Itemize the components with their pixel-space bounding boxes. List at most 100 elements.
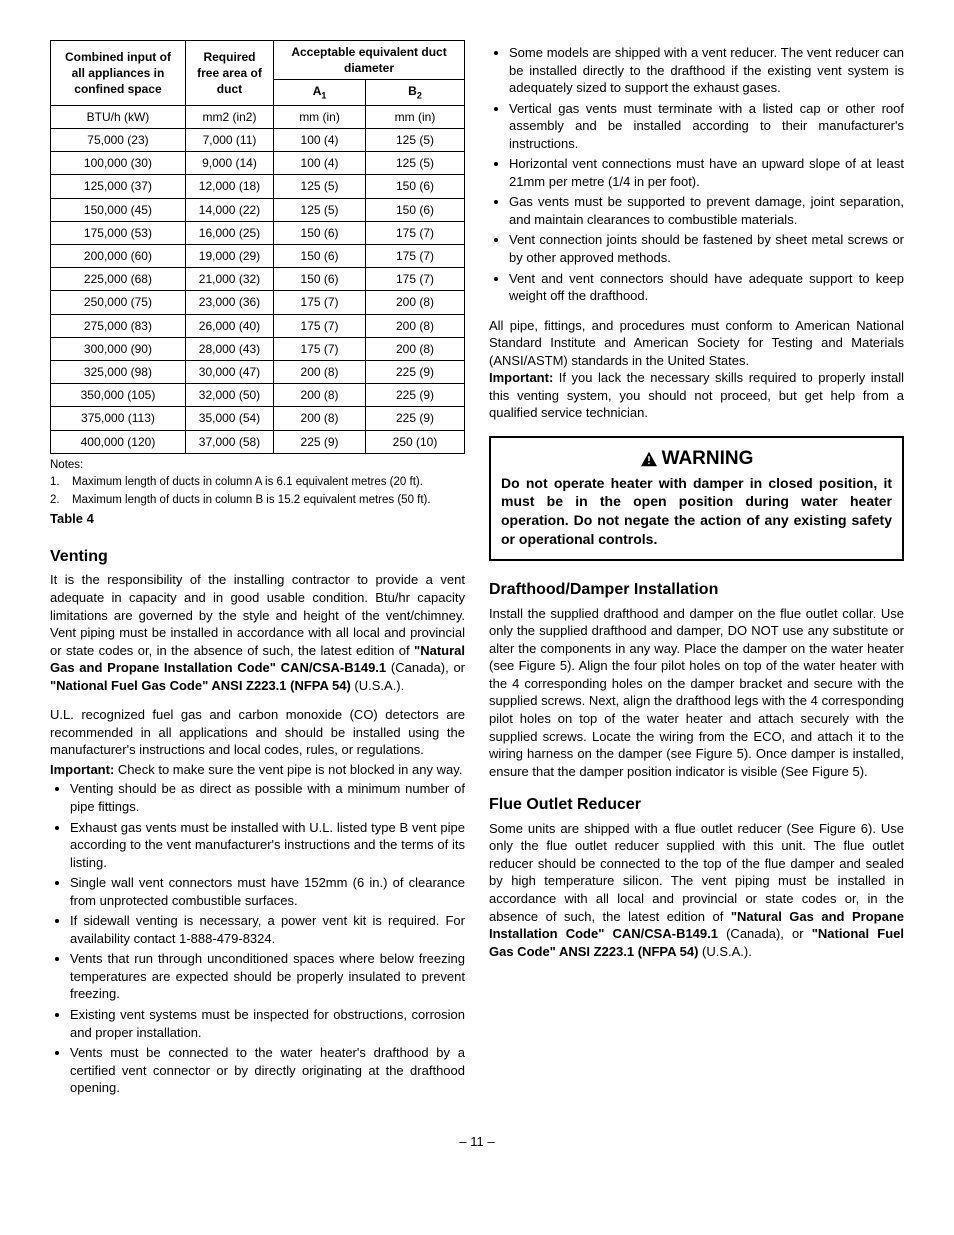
table-cell: 125 (5)	[366, 152, 465, 175]
table-row: 275,000 (83)26,000 (40)175 (7)200 (8)	[51, 314, 465, 337]
note-item: 1.Maximum length of ducts in column A is…	[50, 475, 465, 491]
flue-heading: Flue Outlet Reducer	[489, 794, 904, 816]
table-cell: 375,000 (113)	[51, 407, 186, 430]
table-cell: 28,000 (43)	[185, 337, 273, 360]
list-item: Horizontal vent connections must have an…	[509, 155, 904, 190]
table-cell: 125 (5)	[274, 175, 366, 198]
table-cell: 32,000 (50)	[185, 384, 273, 407]
list-item: Single wall vent connectors must have 15…	[70, 874, 465, 909]
table-row: 250,000 (75)23,000 (36)175 (7)200 (8)	[51, 291, 465, 314]
table-cell: 175 (7)	[366, 268, 465, 291]
venting-p2: U.L. recognized fuel gas and carbon mono…	[50, 706, 465, 759]
list-item: Vent and vent connectors should have ade…	[509, 270, 904, 305]
list-item: Gas vents must be supported to prevent d…	[509, 193, 904, 228]
list-item: Exhaust gas vents must be installed with…	[70, 819, 465, 872]
table-cell: 150 (6)	[274, 221, 366, 244]
table-row: 125,000 (37)12,000 (18)125 (5)150 (6)	[51, 175, 465, 198]
table-row: 400,000 (120)37,000 (58)225 (9)250 (10)	[51, 430, 465, 453]
table-cell: 150 (6)	[274, 245, 366, 268]
table-cell: 30,000 (47)	[185, 360, 273, 383]
th-b2: B2	[366, 80, 465, 106]
table-cell: 200 (8)	[366, 314, 465, 337]
warning-label: WARNING	[662, 446, 754, 472]
table-cell: 125 (5)	[274, 198, 366, 221]
table-cell: 250,000 (75)	[51, 291, 186, 314]
ansi-paragraph: All pipe, fittings, and procedures must …	[489, 317, 904, 422]
table-cell: 175 (7)	[366, 245, 465, 268]
table-cell: 275,000 (83)	[51, 314, 186, 337]
list-item: Vertical gas vents must terminate with a…	[509, 100, 904, 153]
table-row: 175,000 (53)16,000 (25)150 (6)175 (7)	[51, 221, 465, 244]
flue-paragraph: Some units are shipped with a flue outle…	[489, 820, 904, 960]
table-cell: 225 (9)	[274, 430, 366, 453]
list-item: Some models are shipped with a vent redu…	[509, 44, 904, 97]
table-cell: 100 (4)	[274, 129, 366, 152]
venting-p1: It is the responsibility of the installi…	[50, 571, 465, 694]
table-row: 150,000 (45)14,000 (22)125 (5)150 (6)	[51, 198, 465, 221]
right-top-bullets: Some models are shipped with a vent redu…	[489, 44, 904, 305]
table-row: 75,000 (23)7,000 (11)100 (4)125 (5)	[51, 129, 465, 152]
table-cell: 150,000 (45)	[51, 198, 186, 221]
warning-icon	[640, 451, 658, 467]
list-item: Vent connection joints should be fastene…	[509, 231, 904, 266]
table-row: 300,000 (90)28,000 (43)175 (7)200 (8)	[51, 337, 465, 360]
table-cell: 19,000 (29)	[185, 245, 273, 268]
table-cell: 225 (9)	[366, 384, 465, 407]
table-cell: 100,000 (30)	[51, 152, 186, 175]
table-label: Table 4	[50, 510, 465, 528]
table-cell: 175,000 (53)	[51, 221, 186, 244]
table-row: 375,000 (113)35,000 (54)200 (8)225 (9)	[51, 407, 465, 430]
table-cell: 14,000 (22)	[185, 198, 273, 221]
table-cell: 200 (8)	[274, 407, 366, 430]
th-required: Required free area of duct	[185, 41, 273, 106]
th-combined: Combined input of all appliances in conf…	[51, 41, 186, 106]
table-cell: 37,000 (58)	[185, 430, 273, 453]
table-cell: 175 (7)	[274, 291, 366, 314]
table-cell: 100 (4)	[274, 152, 366, 175]
table-row: 350,000 (105)32,000 (50)200 (8)225 (9)	[51, 384, 465, 407]
right-column: Some models are shipped with a vent redu…	[489, 40, 904, 1109]
table-cell: 225,000 (68)	[51, 268, 186, 291]
warning-body: Do not operate heater with damper in clo…	[501, 474, 892, 550]
unit-cell: mm (in)	[366, 105, 465, 128]
table-cell: 16,000 (25)	[185, 221, 273, 244]
table-cell: 7,000 (11)	[185, 129, 273, 152]
table-cell: 300,000 (90)	[51, 337, 186, 360]
table-cell: 175 (7)	[274, 314, 366, 337]
th-a1: A1	[274, 80, 366, 106]
list-item: Vents that run through unconditioned spa…	[70, 950, 465, 1003]
table-cell: 200 (8)	[366, 337, 465, 360]
table-row: 100,000 (30)9,000 (14)100 (4)125 (5)	[51, 152, 465, 175]
table-cell: 125 (5)	[366, 129, 465, 152]
table-cell: 12,000 (18)	[185, 175, 273, 198]
table-cell: 35,000 (54)	[185, 407, 273, 430]
list-item: Existing vent systems must be inspected …	[70, 1006, 465, 1041]
table-cell: 175 (7)	[274, 337, 366, 360]
table-cell: 325,000 (98)	[51, 360, 186, 383]
table-cell: 9,000 (14)	[185, 152, 273, 175]
page-number: – 11 –	[50, 1133, 904, 1151]
table-cell: 125,000 (37)	[51, 175, 186, 198]
left-column: Combined input of all appliances in conf…	[50, 40, 465, 1109]
table-cell: 200,000 (60)	[51, 245, 186, 268]
table-cell: 350,000 (105)	[51, 384, 186, 407]
table-cell: 26,000 (40)	[185, 314, 273, 337]
table-row: 200,000 (60)19,000 (29)150 (6)175 (7)	[51, 245, 465, 268]
table-row: 325,000 (98)30,000 (47)200 (8)225 (9)	[51, 360, 465, 383]
table-cell: 23,000 (36)	[185, 291, 273, 314]
notes-label: Notes:	[50, 458, 465, 474]
drafthood-paragraph: Install the supplied drafthood and dampe…	[489, 605, 904, 780]
duct-table: Combined input of all appliances in conf…	[50, 40, 465, 454]
list-item: If sidewall venting is necessary, a powe…	[70, 912, 465, 947]
table-cell: 400,000 (120)	[51, 430, 186, 453]
table-cell: 225 (9)	[366, 407, 465, 430]
venting-bullets: Venting should be as direct as possible …	[50, 780, 465, 1096]
venting-heading: Venting	[50, 546, 465, 568]
list-item: Vents must be connected to the water hea…	[70, 1044, 465, 1097]
unit-cell: mm2 (in2)	[185, 105, 273, 128]
table-row: 225,000 (68)21,000 (32)150 (6)175 (7)	[51, 268, 465, 291]
table-cell: 75,000 (23)	[51, 129, 186, 152]
table-cell: 200 (8)	[274, 384, 366, 407]
table-cell: 225 (9)	[366, 360, 465, 383]
table-cell: 150 (6)	[366, 198, 465, 221]
